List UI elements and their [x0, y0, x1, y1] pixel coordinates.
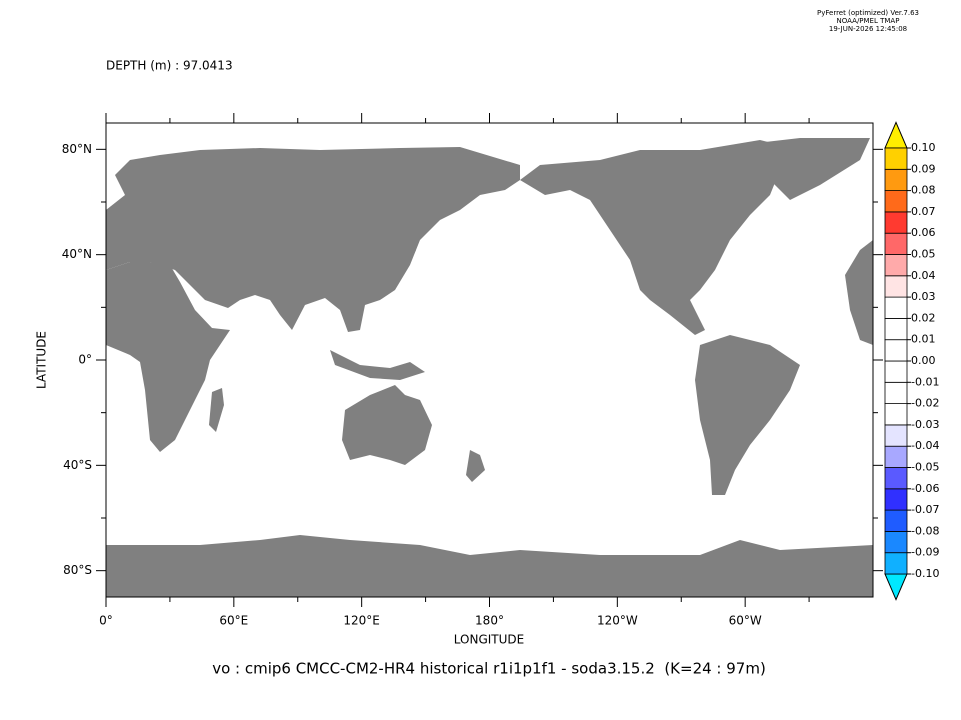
y-tick-label: 40°S — [63, 458, 92, 472]
x-tick-label: 60°W — [729, 614, 762, 628]
colorbar-label: -0.10 — [911, 567, 939, 580]
colorbar-label: -0.07 — [911, 503, 939, 516]
colorbar-swatch — [884, 211, 908, 234]
colorbar-label: -0.05 — [911, 461, 939, 474]
colorbar-label: -0.09 — [911, 546, 939, 559]
colorbar-swatch — [884, 339, 908, 362]
y-tick-label: 0° — [78, 353, 92, 367]
colorbar-label: -0.03 — [911, 418, 939, 431]
colorbar-swatch — [884, 296, 908, 319]
colorbar-swatch — [884, 381, 908, 404]
software-label: PyFerret (optimized) Ver.7.63 — [817, 9, 919, 17]
colorbar-swatch — [884, 168, 908, 192]
x-tick-label: 60°E — [219, 614, 248, 628]
colorbar-swatch — [884, 509, 908, 532]
eurasia — [106, 147, 520, 332]
colorbar-label: 0.03 — [911, 290, 936, 303]
north-america — [520, 140, 800, 335]
colorbar-swatch — [884, 190, 908, 213]
colorbar-label: -0.02 — [911, 397, 939, 410]
x-tick-label: 0° — [99, 614, 113, 628]
colorbar-swatch — [884, 445, 908, 468]
y-tick-label: 80°N — [62, 142, 92, 156]
colorbar-swatch — [884, 467, 908, 490]
colorbar-extend-high — [884, 121, 908, 149]
greenland — [740, 138, 870, 200]
colorbar-extend-low — [884, 573, 908, 601]
colorbar-label: 0.01 — [911, 333, 936, 346]
caption: vo : cmip6 CMCC-CM2-HR4 historical r1i1p… — [212, 660, 766, 678]
colorbar-swatch — [884, 275, 908, 298]
x-tick-label: 120°W — [597, 614, 638, 628]
plot-title: DEPTH (m) : 97.0413 — [106, 59, 233, 73]
colorbar-label: 0.04 — [911, 269, 936, 282]
indonesia — [330, 350, 425, 380]
antarctica — [106, 535, 873, 597]
x-axis-label: LONGITUDE — [454, 633, 524, 647]
colorbar-label: -0.06 — [911, 482, 939, 495]
colorbar-swatch — [884, 424, 908, 447]
colorbar-swatch — [884, 147, 908, 170]
colorbar-swatch — [884, 403, 908, 426]
colorbar-label: -0.04 — [911, 439, 939, 452]
madagascar — [209, 388, 224, 432]
africa — [106, 262, 230, 452]
colorbar-swatch — [884, 531, 908, 554]
x-tick-label: 180° — [475, 614, 504, 628]
colorbar-label: 0.09 — [911, 162, 936, 175]
colorbar-swatch — [884, 552, 908, 575]
colorbar-swatch — [884, 232, 908, 255]
colorbar-label: -0.01 — [911, 375, 939, 388]
australia — [342, 385, 432, 465]
colorbar-label: 0.02 — [911, 311, 936, 324]
japan — [390, 245, 416, 282]
colorbar-label: -0.08 — [911, 524, 939, 537]
south-america — [695, 335, 800, 495]
colorbar-swatch — [884, 254, 908, 277]
new-zealand — [466, 450, 485, 482]
colorbar-swatch — [884, 488, 908, 511]
colorbar-swatch — [884, 360, 908, 383]
colorbar-label: 0.00 — [911, 354, 936, 367]
colorbar-label: 0.10 — [911, 141, 936, 154]
land — [106, 138, 873, 597]
colorbar-label: 0.07 — [911, 205, 936, 218]
org-label: NOAA/PMEL TMAP — [837, 17, 900, 25]
date-label: 19-JUN-2026 12:45:08 — [829, 25, 907, 33]
x-tick-label: 120°E — [343, 614, 380, 628]
colorbar-label: 0.06 — [911, 226, 936, 239]
y-tick-label: 80°S — [63, 563, 92, 577]
colorbar-swatch — [884, 317, 908, 341]
y-tick-label: 40°N — [62, 247, 92, 261]
colorbar-label: 0.08 — [911, 184, 936, 197]
y-axis-label: LATITUDE — [35, 331, 49, 389]
colorbar-label: 0.05 — [911, 248, 936, 261]
europe-east-edge — [845, 240, 873, 345]
